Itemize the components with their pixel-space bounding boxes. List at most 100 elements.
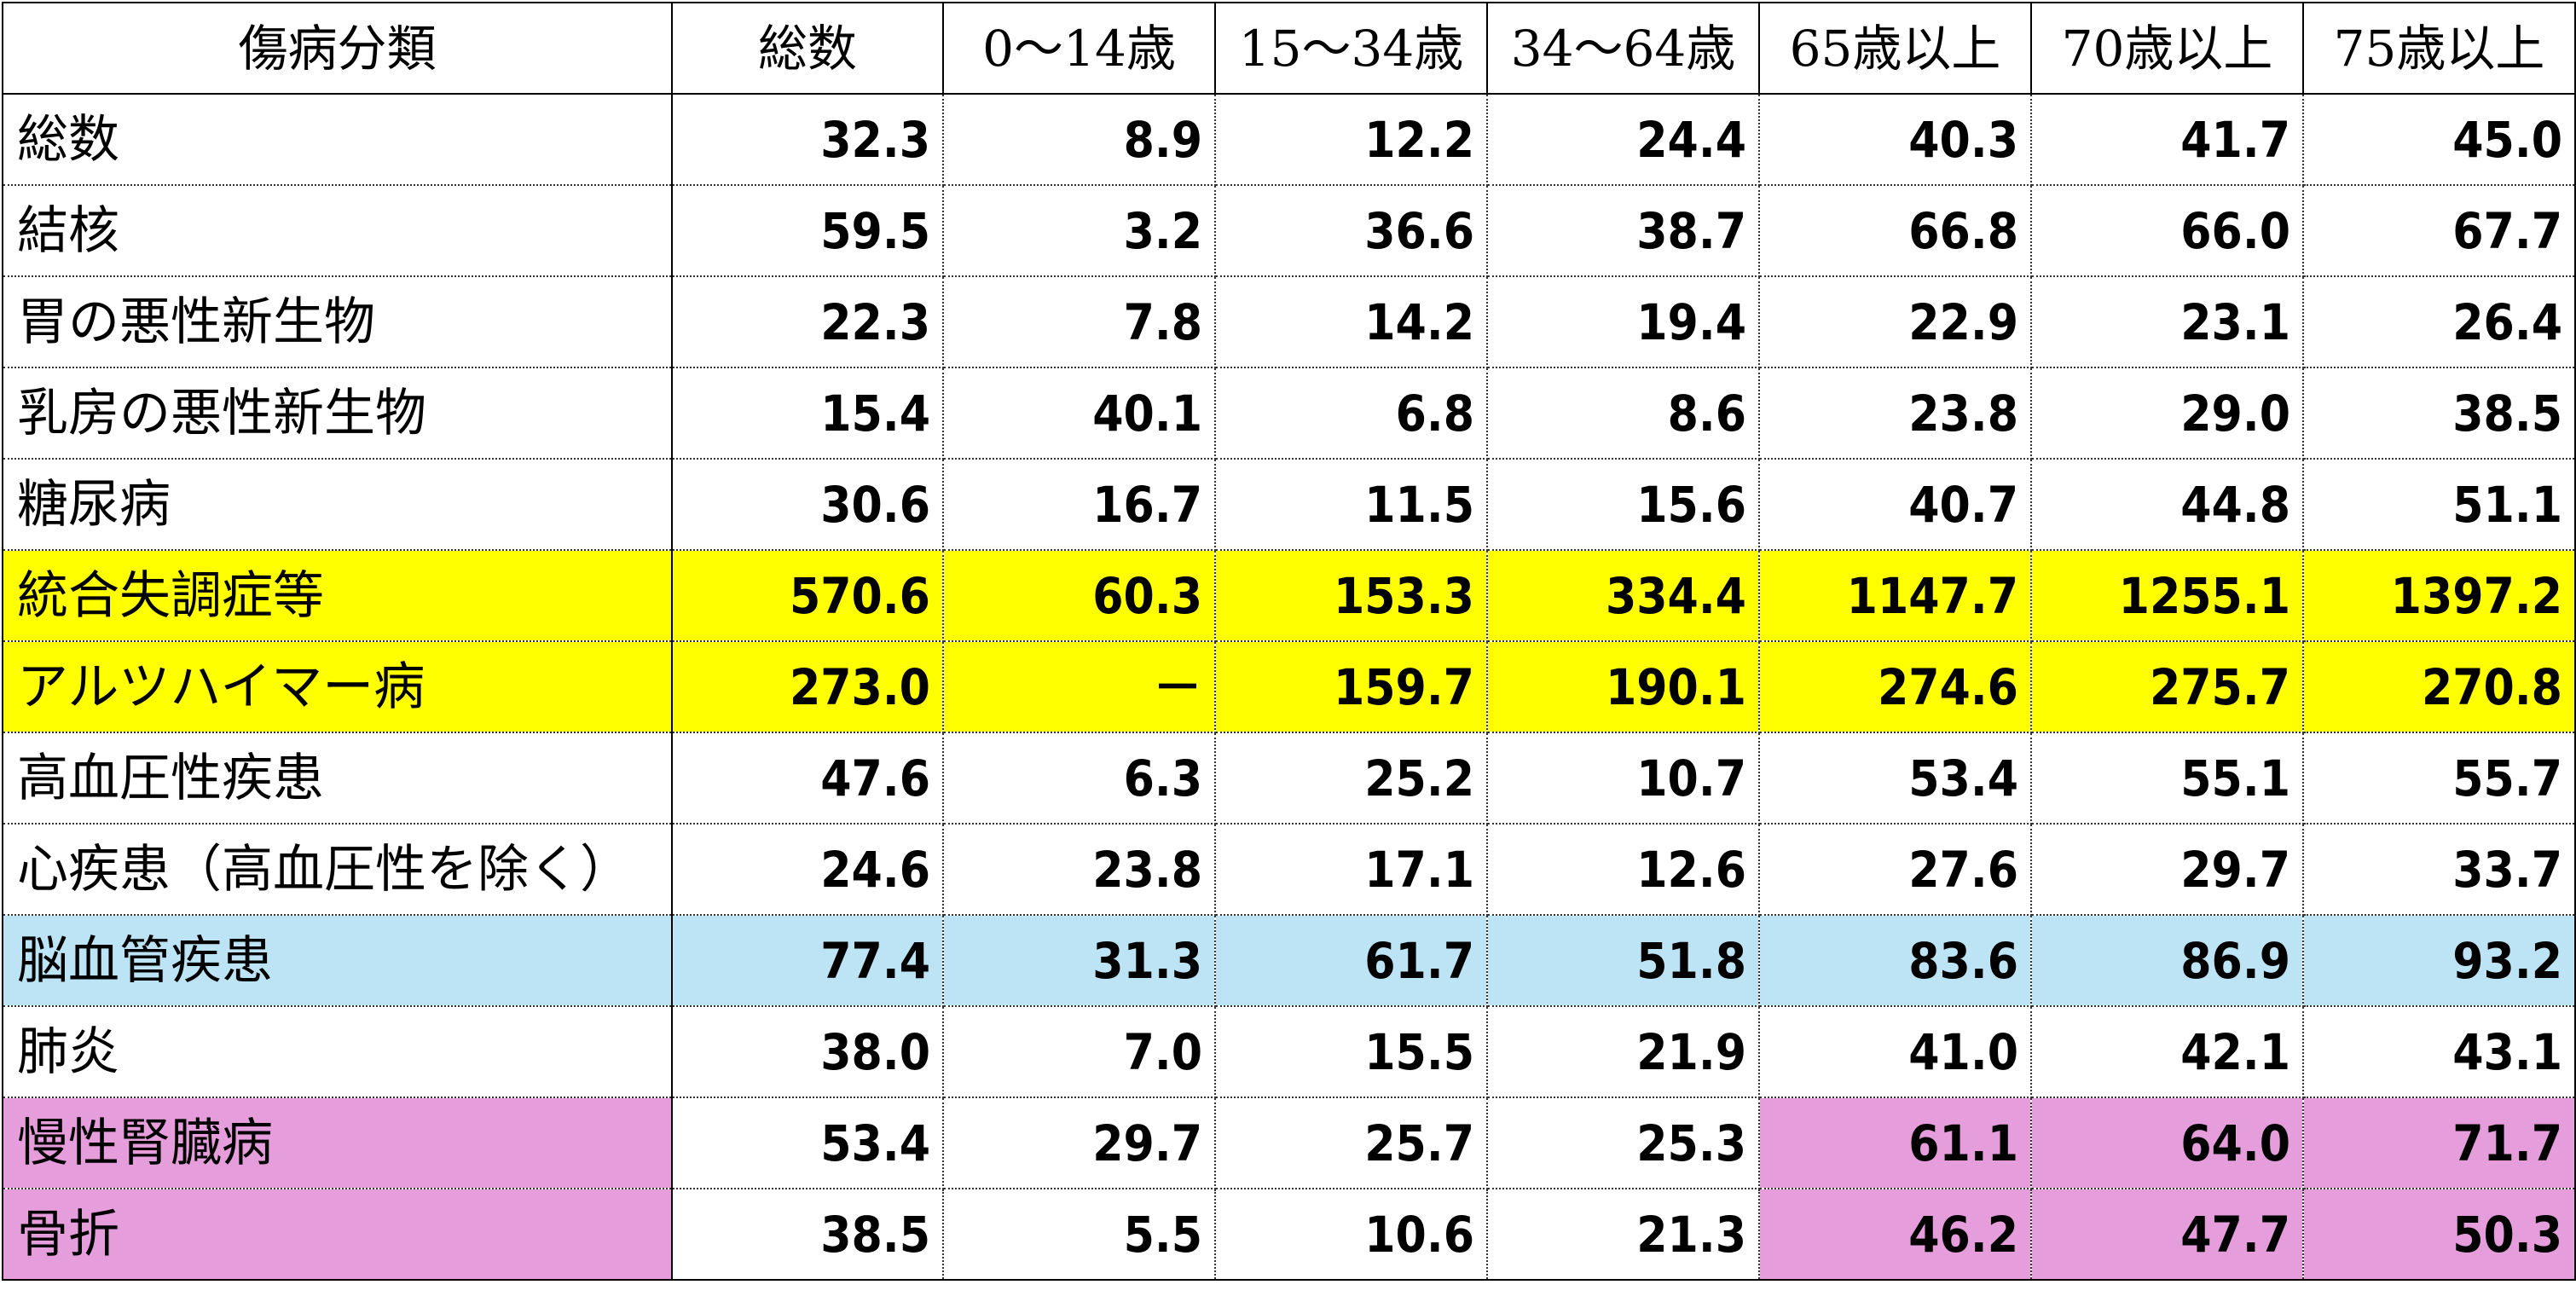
value-cell: 23.8: [942, 823, 1216, 916]
value-cell: 40.3: [1758, 93, 2032, 186]
header-age-75-plus: 75歳以上: [2302, 2, 2576, 95]
disease-name-cell: 統合失調症等: [2, 549, 673, 642]
table-row: 結核 59.5 3.2 36.6 38.7 66.8 66.0 67.7: [2, 184, 2576, 277]
value-cell: 30.6: [671, 458, 944, 551]
value-cell: 64.0: [2030, 1097, 2304, 1189]
value-cell: 570.6: [671, 549, 944, 642]
value-cell: 8.6: [1486, 367, 1760, 460]
table-row: 総数 32.3 8.9 12.2 24.4 40.3 41.7 45.0: [2, 93, 2576, 186]
value-cell: 7.0: [942, 1005, 1216, 1098]
header-disease-category: 傷病分類: [2, 2, 673, 95]
table-row: アルツハイマー病 273.0 － 159.7 190.1 274.6 275.7 270.8: [2, 640, 2576, 733]
value-cell: 26.4: [2302, 275, 2576, 368]
value-cell: 32.3: [671, 93, 944, 186]
value-cell: 59.5: [671, 184, 944, 277]
value-cell: 1397.2: [2302, 549, 2576, 642]
value-cell: 29.7: [2030, 823, 2304, 916]
value-cell: 6.3: [942, 732, 1216, 825]
value-cell: 7.8: [942, 275, 1216, 368]
value-cell: 15.4: [671, 367, 944, 460]
value-cell: 36.6: [1214, 184, 1488, 277]
value-cell: 46.2: [1758, 1188, 2032, 1281]
value-cell: 38.7: [1486, 184, 1760, 277]
table-row: 骨折 38.5 5.5 10.6 21.3 46.2 47.7 50.3: [2, 1188, 2576, 1281]
value-cell: 51.1: [2302, 458, 2576, 551]
value-cell: 44.8: [2030, 458, 2304, 551]
disease-name-cell: 脳血管疾患: [2, 914, 673, 1007]
value-cell: 50.3: [2302, 1188, 2576, 1281]
value-cell: 270.8: [2302, 640, 2576, 733]
value-cell: 38.5: [671, 1188, 944, 1281]
table-row: 乳房の悪性新生物 15.4 40.1 6.8 8.6 23.8 29.0 38.5: [2, 367, 2576, 460]
header-total: 総数: [671, 2, 944, 95]
table-row: 心疾患（高血圧性を除く） 24.6 23.8 17.1 12.6 27.6 29.7 33.7: [2, 823, 2576, 916]
value-cell: 47.6: [671, 732, 944, 825]
value-cell: 1147.7: [1758, 549, 2032, 642]
value-cell: 190.1: [1486, 640, 1760, 733]
disease-name-cell: 乳房の悪性新生物: [2, 367, 673, 460]
value-cell: 23.8: [1758, 367, 2032, 460]
value-cell: 41.0: [1758, 1005, 2032, 1098]
value-cell: 16.7: [942, 458, 1216, 551]
disease-name-cell: 糖尿病: [2, 458, 673, 551]
value-cell: 93.2: [2302, 914, 2576, 1007]
value-cell: 47.7: [2030, 1188, 2304, 1281]
header-row: 傷病分類 総数 0～14歳 15～34歳 34～64歳 65歳以上 70歳以上 …: [2, 2, 2576, 95]
value-cell: 51.8: [1486, 914, 1760, 1007]
value-cell: 8.9: [942, 93, 1216, 186]
value-cell: －: [942, 640, 1216, 733]
table-row: 脳血管疾患 77.4 31.3 61.7 51.8 83.6 86.9 93.2: [2, 914, 2576, 1007]
value-cell: 86.9: [2030, 914, 2304, 1007]
disease-name-cell: 胃の悪性新生物: [2, 275, 673, 368]
value-cell: 5.5: [942, 1188, 1216, 1281]
table-row: 高血圧性疾患 47.6 6.3 25.2 10.7 53.4 55.1 55.7: [2, 732, 2576, 825]
disease-name-cell: 肺炎: [2, 1005, 673, 1098]
value-cell: 53.4: [671, 1097, 944, 1189]
value-cell: 42.1: [2030, 1005, 2304, 1098]
disease-name-cell: 結核: [2, 184, 673, 277]
value-cell: 29.7: [942, 1097, 1216, 1189]
value-cell: 23.1: [2030, 275, 2304, 368]
value-cell: 17.1: [1214, 823, 1488, 916]
value-cell: 67.7: [2302, 184, 2576, 277]
value-cell: 273.0: [671, 640, 944, 733]
header-age-65-plus: 65歳以上: [1758, 2, 2032, 95]
table-row: 糖尿病 30.6 16.7 11.5 15.6 40.7 44.8 51.1: [2, 458, 2576, 551]
value-cell: 55.7: [2302, 732, 2576, 825]
value-cell: 61.1: [1758, 1097, 2032, 1189]
value-cell: 15.6: [1486, 458, 1760, 551]
value-cell: 159.7: [1214, 640, 1488, 733]
value-cell: 1255.1: [2030, 549, 2304, 642]
table-row: 統合失調症等 570.6 60.3 153.3 334.4 1147.7 1255.1 139…: [2, 549, 2576, 642]
value-cell: 24.6: [671, 823, 944, 916]
value-cell: 14.2: [1214, 275, 1488, 368]
value-cell: 21.9: [1486, 1005, 1760, 1098]
table-row: 胃の悪性新生物 22.3 7.8 14.2 19.4 22.9 23.1 26.4: [2, 275, 2576, 368]
value-cell: 6.8: [1214, 367, 1488, 460]
value-cell: 55.1: [2030, 732, 2304, 825]
value-cell: 71.7: [2302, 1097, 2576, 1189]
header-age-70-plus: 70歳以上: [2030, 2, 2304, 95]
value-cell: 66.0: [2030, 184, 2304, 277]
value-cell: 45.0: [2302, 93, 2576, 186]
value-cell: 24.4: [1486, 93, 1760, 186]
value-cell: 77.4: [671, 914, 944, 1007]
table-body: 総数 32.3 8.9 12.2 24.4 40.3 41.7 45.0 結核 59.5 3.2 36…: [2, 93, 2576, 1281]
value-cell: 153.3: [1214, 549, 1488, 642]
value-cell: 334.4: [1486, 549, 1760, 642]
value-cell: 53.4: [1758, 732, 2032, 825]
value-cell: 43.1: [2302, 1005, 2576, 1098]
value-cell: 12.6: [1486, 823, 1760, 916]
table-row: 肺炎 38.0 7.0 15.5 21.9 41.0 42.1 43.1: [2, 1005, 2576, 1098]
value-cell: 29.0: [2030, 367, 2304, 460]
value-cell: 275.7: [2030, 640, 2304, 733]
value-cell: 40.7: [1758, 458, 2032, 551]
value-cell: 41.7: [2030, 93, 2304, 186]
header-age-0-14: 0～14歳: [942, 2, 1216, 95]
value-cell: 12.2: [1214, 93, 1488, 186]
value-cell: 22.9: [1758, 275, 2032, 368]
value-cell: 38.5: [2302, 367, 2576, 460]
value-cell: 19.4: [1486, 275, 1760, 368]
value-cell: 27.6: [1758, 823, 2032, 916]
